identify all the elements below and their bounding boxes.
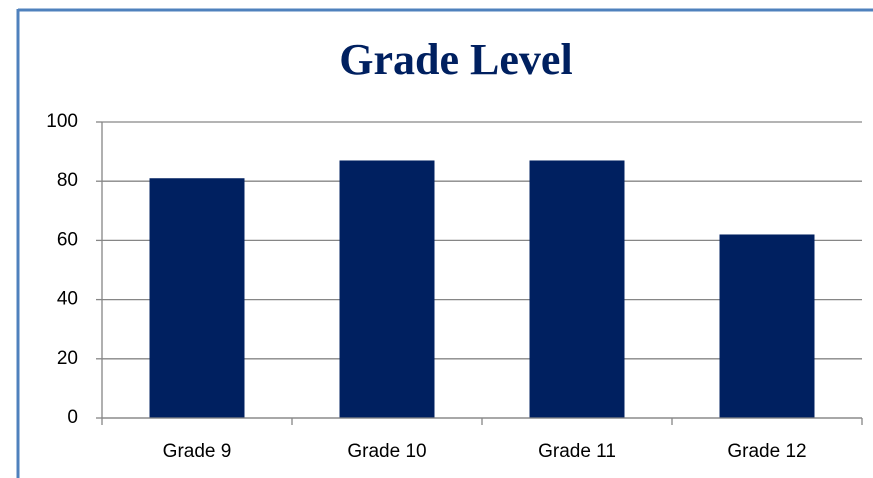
y-tick-label: 0 [67,407,78,428]
y-tick-label: 40 [57,289,78,310]
chart-title: Grade Level [339,35,572,84]
bar [719,234,815,418]
bar [339,160,435,419]
x-tick-label: Grade 9 [163,441,232,462]
y-tick-label: 60 [57,229,78,250]
y-tick-label: 20 [57,348,78,369]
x-tick-label: Grade 11 [538,441,616,462]
x-tick-label: Grade 12 [727,441,806,462]
y-tick-label: 100 [46,111,78,132]
y-tick-label: 80 [57,170,78,191]
bar [149,178,245,418]
bar [529,160,625,419]
x-tick-label: Grade 10 [347,441,426,462]
